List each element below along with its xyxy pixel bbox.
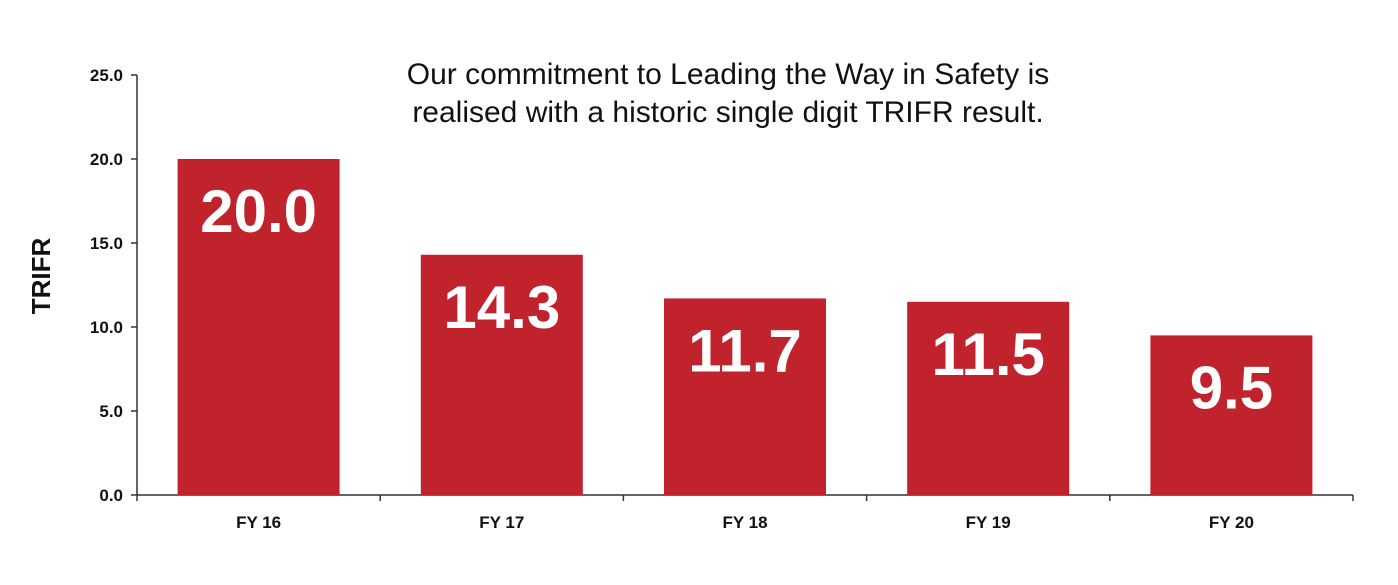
y-axis: 0.0 5.0 10.0 15.0 20.0 25.0 — [90, 66, 138, 505]
y-tick-label: 5.0 — [99, 402, 123, 421]
chart-title: Our commitment to Leading the Way in Saf… — [407, 58, 1050, 129]
y-tick-label: 25.0 — [90, 66, 123, 85]
x-tick-labels: FY 16 FY 17 FY 18 FY 19 FY 20 — [236, 513, 1254, 532]
bar — [664, 298, 826, 495]
bar — [420, 254, 583, 495]
bars — [177, 159, 1313, 495]
bar-value-label: 9.5 — [1190, 354, 1273, 421]
bar — [907, 301, 1070, 495]
x-tick-label: FY 20 — [1209, 513, 1254, 532]
y-tick-label: 20.0 — [90, 150, 123, 169]
chart-title-line-2: realised with a historic single digit TR… — [412, 96, 1043, 129]
y-tick-label: 10.0 — [90, 318, 123, 337]
x-tick-label: FY 17 — [479, 513, 524, 532]
y-axis-label: TRIFR — [26, 238, 56, 315]
y-tick-label: 15.0 — [90, 234, 123, 253]
chart-title-line-1: Our commitment to Leading the Way in Saf… — [407, 58, 1050, 91]
data-labels: 20.0 14.3 11.7 11.5 9.5 — [200, 178, 1273, 421]
bar-value-label: 11.5 — [931, 321, 1044, 388]
bar-value-label: 14.3 — [443, 274, 560, 341]
y-tick-label: 0.0 — [99, 486, 123, 505]
bar-value-label: 20.0 — [200, 178, 317, 245]
x-tick-label: FY 19 — [966, 513, 1011, 532]
x-tick-label: FY 16 — [236, 513, 281, 532]
bar — [1150, 335, 1313, 495]
bar — [177, 159, 340, 495]
bar-value-label: 11.7 — [688, 317, 801, 384]
x-tick-label: FY 18 — [722, 513, 767, 532]
x-axis — [136, 494, 1354, 501]
